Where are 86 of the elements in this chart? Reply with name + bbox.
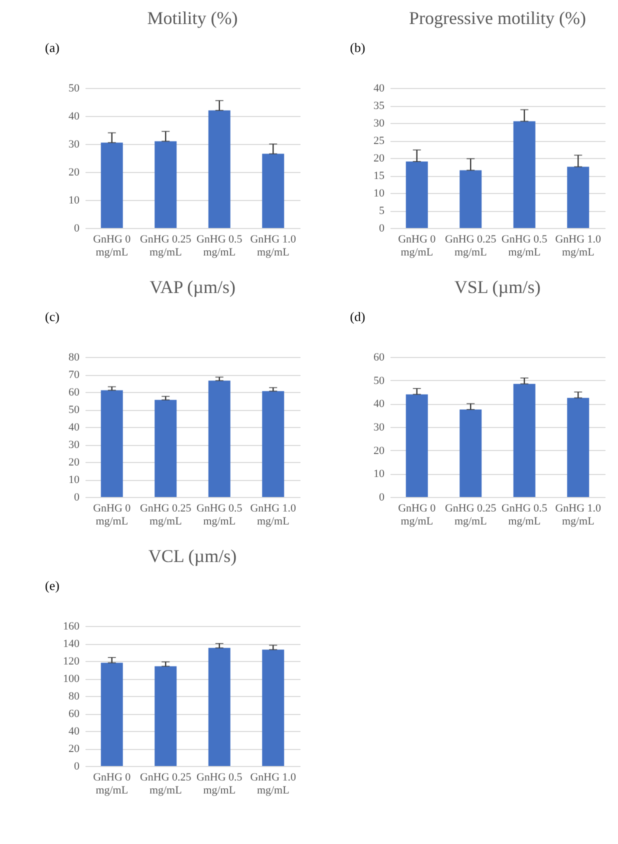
y-tick-label: 80 xyxy=(68,352,80,364)
y-tick-label: 10 xyxy=(68,194,80,206)
y-tick-label: 40 xyxy=(68,726,80,738)
text: (d) xyxy=(350,309,366,324)
x-tick-label: GnHG 0.25 mg/mL xyxy=(140,502,192,528)
text: (a) xyxy=(45,40,60,55)
y-tick-label: 10 xyxy=(374,468,385,480)
y-tick-label: 20 xyxy=(374,444,385,457)
y-tick-label: 40 xyxy=(68,422,80,434)
y-tick-label: 30 xyxy=(374,422,385,434)
x-tick-label: GnHG 0.25 mg/mL xyxy=(140,772,192,796)
bar xyxy=(406,162,428,228)
x-tick-label: GnHG 1.0 mg/mL xyxy=(555,502,602,528)
x-tick-label: GnHG 0.5 mg/mL xyxy=(196,772,243,796)
y-tick-label: 15 xyxy=(374,170,385,182)
chart-title: VCL (µm/s) xyxy=(148,546,237,566)
x-tick-label: GnHG 0 mg/mL xyxy=(398,234,436,258)
y-tick-label: 50 xyxy=(68,404,80,416)
bar xyxy=(460,170,482,228)
bar xyxy=(100,390,123,497)
y-tick-label: 80 xyxy=(68,690,80,702)
y-tick-label: 10 xyxy=(374,188,385,200)
text: (b) xyxy=(350,40,366,55)
y-tick-label: 60 xyxy=(374,352,385,364)
bar xyxy=(154,141,177,228)
y-tick-label: 30 xyxy=(68,439,80,451)
x-tick-label: GnHG 1.0 mg/mL xyxy=(555,234,602,258)
bar xyxy=(208,110,230,228)
chart-title: Progressive motility (%) xyxy=(409,8,586,28)
x-tick-label: GnHG 1.0 mg/mL xyxy=(250,234,297,258)
x-tick-label: GnHG 0 mg/mL xyxy=(398,502,436,528)
bar xyxy=(208,380,230,497)
x-tick-label: GnHG 0.5 mg/mL xyxy=(501,502,548,528)
y-tick-label: 30 xyxy=(68,138,80,150)
x-tick-label: GnHG 0 mg/mL xyxy=(93,772,132,796)
chart-title: VAP (µm/s) xyxy=(150,277,236,297)
y-tick-label: 60 xyxy=(68,708,80,720)
y-tick-label: 60 xyxy=(68,386,80,398)
y-tick-label: 70 xyxy=(68,369,80,381)
y-tick-label: 5 xyxy=(379,205,385,217)
bar xyxy=(100,662,123,766)
x-tick-label: GnHG 0.5 mg/mL xyxy=(196,234,243,258)
bar xyxy=(154,400,177,497)
bar xyxy=(567,166,590,228)
x-tick-label: GnHG 0.5 mg/mL xyxy=(196,502,243,528)
y-tick-label: 20 xyxy=(68,743,80,755)
y-tick-label: 25 xyxy=(374,135,385,147)
x-tick-label: GnHG 0.5 mg/mL xyxy=(501,234,548,258)
y-tick-label: 0 xyxy=(74,760,80,772)
x-tick-label: GnHG 0.25 mg/mL xyxy=(444,502,497,528)
y-tick-label: 40 xyxy=(68,110,80,122)
y-tick-label: 50 xyxy=(68,82,80,94)
y-tick-label: 20 xyxy=(68,166,80,178)
y-tick-label: 20 xyxy=(374,152,385,164)
y-tick-label: 35 xyxy=(374,100,385,112)
y-tick-label: 0 xyxy=(74,222,80,234)
x-tick-label: GnHG 0.25 mg/mL xyxy=(140,234,192,258)
bar xyxy=(100,142,123,228)
y-tick-label: 0 xyxy=(379,222,385,234)
y-tick-label: 0 xyxy=(379,492,385,504)
y-tick-label: 50 xyxy=(374,374,385,387)
bar xyxy=(513,121,536,228)
x-tick-label: GnHG 0.25 mg/mL xyxy=(444,234,497,258)
text: (c) xyxy=(45,309,60,324)
text: (e) xyxy=(45,578,60,593)
y-tick-label: 140 xyxy=(63,638,80,650)
bar xyxy=(154,666,177,766)
bar xyxy=(262,650,284,766)
y-tick-label: 40 xyxy=(374,82,385,94)
y-tick-label: 20 xyxy=(68,456,80,468)
chart-title: Motility (%) xyxy=(147,8,238,28)
y-tick-label: 100 xyxy=(63,673,80,685)
bar xyxy=(262,391,284,497)
y-tick-label: 120 xyxy=(63,656,80,668)
y-tick-label: 40 xyxy=(374,398,385,410)
y-tick-label: 10 xyxy=(68,474,80,486)
bar xyxy=(208,648,230,766)
x-tick-label: GnHG 1.0 mg/mL xyxy=(250,772,297,796)
y-tick-label: 0 xyxy=(74,492,80,504)
x-tick-label: GnHG 0 mg/mL xyxy=(93,502,132,528)
x-tick-label: GnHG 1.0 mg/mL xyxy=(250,502,297,528)
y-tick-label: 160 xyxy=(63,620,80,632)
bar xyxy=(262,154,284,228)
y-tick-label: 30 xyxy=(374,118,385,130)
x-tick-label: GnHG 0 mg/mL xyxy=(93,234,132,258)
chart-title: VSL (µm/s) xyxy=(454,277,541,297)
